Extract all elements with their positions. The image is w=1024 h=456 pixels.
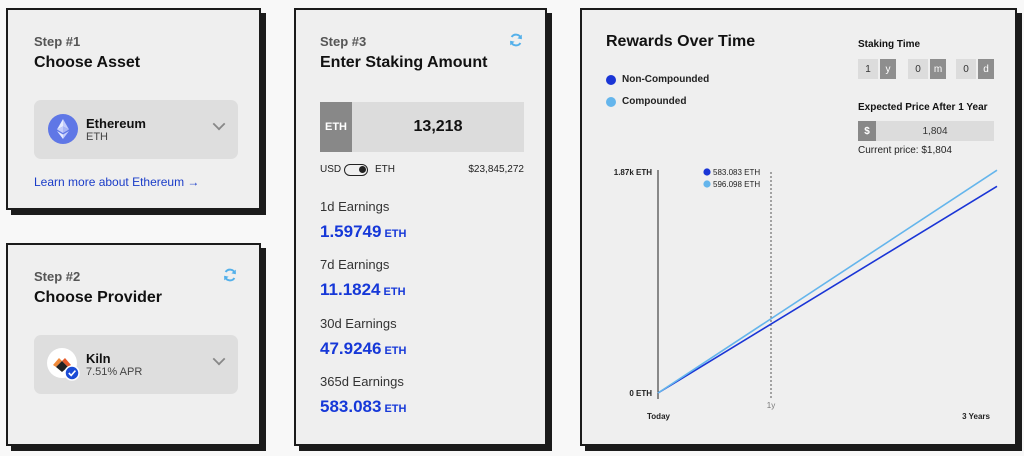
staking-time-days-input[interactable]: 0 (956, 59, 976, 79)
card-title: Choose Asset (34, 54, 141, 71)
staking-time-label: Staking Time (858, 39, 921, 50)
marker-value-label: 596.098 ETH (713, 180, 760, 189)
x-tick-label: 3 Years (962, 412, 990, 421)
provider-select[interactable]: Kiln 7.51% APR (34, 335, 238, 394)
earnings-label: 7d Earnings (320, 257, 390, 272)
toggle-usd-label: USD (320, 164, 342, 175)
earnings-label: 1d Earnings (320, 199, 390, 214)
x-tick-label: 1y (767, 401, 775, 410)
marker-dot (703, 180, 711, 188)
earnings-value: 1.59749 ETH (320, 222, 407, 241)
learn-more-link[interactable]: Learn more about Ethereum → (34, 175, 200, 189)
expected-price-value[interactable]: 1,804 (922, 125, 948, 137)
rewards-chart: 1.87k ETH 0 ETH Today 1y 3 Years 583.083 ETH 5… (614, 168, 998, 421)
y-tick-label: 0 ETH (629, 389, 652, 398)
staking-amount-input[interactable]: ETH 13,218 (320, 102, 524, 152)
currency-tag: ETH (320, 102, 352, 152)
ethereum-icon (48, 114, 78, 144)
earnings-label: 365d Earnings (320, 374, 404, 389)
earnings-value: 47.9246 ETH (320, 339, 407, 358)
step-label: Step #3 (320, 34, 367, 49)
current-price: Current price: $1,804 (858, 145, 952, 156)
step-label: Step #2 (34, 269, 81, 284)
step-label: Step #1 (34, 34, 81, 49)
staking-time-months-unit: m (930, 59, 946, 79)
staking-time-days-unit: d (978, 59, 994, 79)
chevron-down-icon (212, 352, 226, 366)
legend-dot-icon (606, 97, 616, 107)
earnings-value: 11.1824 ETH (320, 280, 406, 299)
asset-symbol: ETH (86, 131, 108, 143)
staking-amount-card: Step #3 Enter Staking Amount ETH 13,218 … (294, 8, 547, 446)
card-title: Choose Provider (34, 289, 163, 306)
marker-value-label: 583.083 ETH (713, 168, 760, 177)
price-currency-tag: $ (858, 121, 876, 141)
staking-time-years-unit: y (880, 59, 896, 79)
asset-name: Ethereum (86, 116, 146, 131)
currency-toggle[interactable] (344, 164, 368, 176)
series-line-non-compounded (657, 185, 998, 394)
asset-select[interactable]: Ethereum ETH (34, 100, 238, 159)
choose-provider-card: Step #2 Choose Provider Kiln 7.51% APR (6, 243, 261, 446)
expected-price-label: Expected Price After 1 Year (858, 102, 988, 113)
staking-time-months-input[interactable]: 0 (908, 59, 928, 79)
staking-amount-value[interactable]: 13,218 (413, 118, 463, 135)
refresh-icon[interactable] (222, 267, 238, 283)
chevron-down-icon (212, 117, 226, 131)
refresh-icon[interactable] (508, 32, 524, 48)
provider-apr: 7.51% APR (86, 366, 143, 378)
expected-price-input[interactable]: $ 1,804 (858, 121, 994, 141)
marker-dot (703, 168, 711, 176)
x-tick-label: Today (647, 412, 671, 421)
toggle-eth-label: ETH (375, 164, 395, 175)
provider-name: Kiln (86, 351, 111, 366)
y-tick-label: 1.87k ETH (614, 168, 652, 177)
earnings-label: 30d Earnings (320, 316, 397, 331)
kiln-logo-icon (47, 348, 80, 381)
choose-asset-card: Step #1 Choose Asset Ethereum ETH Learn … (6, 8, 261, 210)
chart-title: Rewards Over Time (606, 33, 756, 50)
series-line-compounded (657, 169, 998, 394)
rewards-over-time-card: Rewards Over Time Non-Compounded Compoun… (580, 8, 1017, 446)
usd-value: $23,845,272 (468, 164, 524, 175)
toggle-knob (359, 166, 366, 173)
staking-time-years-input[interactable]: 1 (858, 59, 878, 79)
card-title: Enter Staking Amount (320, 54, 488, 71)
earnings-value: 583.083 ETH (320, 397, 407, 416)
legend-dot-icon (606, 75, 616, 85)
currency-toggle-row: USD ETH $23,845,272 (320, 163, 524, 177)
